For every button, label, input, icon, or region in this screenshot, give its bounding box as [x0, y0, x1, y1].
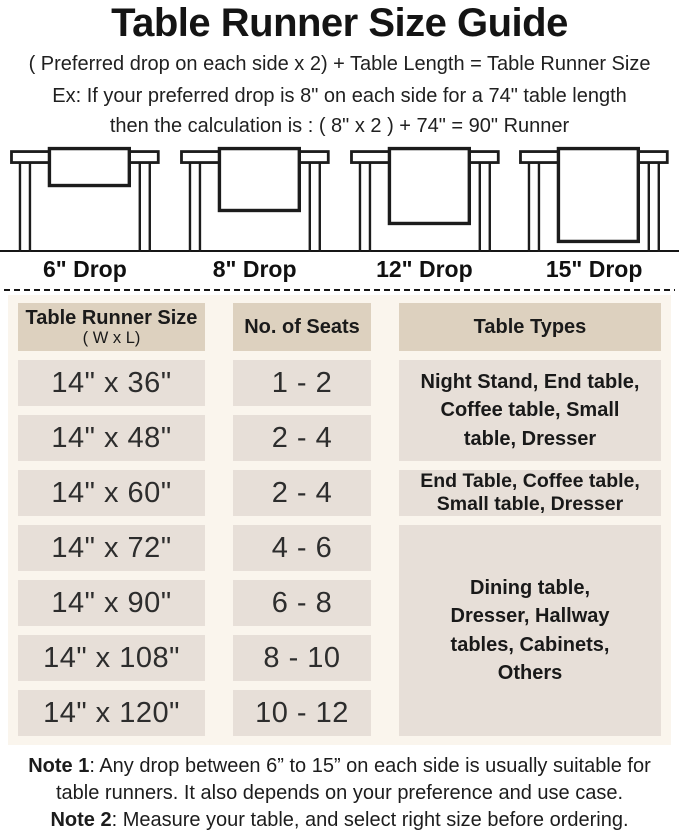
- table-types-cell: End Table, Coffee table, Small table, Dr…: [399, 470, 661, 516]
- dashed-divider: [4, 289, 675, 291]
- note-1-label: Note 1: [28, 755, 90, 777]
- table-legs: [528, 162, 661, 252]
- drop-label: 8" Drop: [212, 256, 297, 282]
- column-header-subtitle: ( W x L): [82, 328, 141, 347]
- runner-size-cell: 14" x 36": [18, 360, 205, 406]
- table-legs: [358, 162, 491, 252]
- seats-cell: 4 - 6: [233, 525, 371, 571]
- table-runner-drawing-icon: [349, 146, 500, 252]
- formula-text: ( Preferred drop on each side x 2) + Tab…: [28, 53, 651, 75]
- seats-cell: 8 - 10: [233, 635, 371, 681]
- table-drop-illustration: [170, 145, 340, 252]
- seats-cell: 6 - 8: [233, 580, 371, 626]
- table-runner-drawing-icon: [519, 146, 669, 252]
- note-2-text: : Measure your table, and select right s…: [111, 809, 629, 831]
- drop-label: 12" Drop: [376, 256, 473, 282]
- table-runner-drawing-icon: [179, 146, 330, 252]
- page-title: Table Runner Size Guide: [111, 1, 568, 45]
- runner-rect: [217, 146, 301, 213]
- column-header-title: No. of Seats: [244, 316, 360, 338]
- table-drop-illustration: [340, 145, 510, 252]
- runner-rect: [47, 146, 132, 188]
- drop-label: 15" Drop: [545, 256, 643, 282]
- seats-cell: 1 - 2: [233, 360, 371, 406]
- column-header-runner-size: Table Runner Size ( W x L): [18, 303, 205, 351]
- table-drop-illustration: [509, 145, 679, 252]
- column-header-table-types: Table Types: [399, 303, 661, 351]
- column-header-title: Table Types: [473, 316, 587, 338]
- note-2-label: Note 2: [50, 809, 112, 831]
- column-header-title: Table Runner Size: [25, 306, 198, 329]
- seats-cell: 2 - 4: [233, 470, 371, 516]
- drop-illustrations-row: [0, 145, 679, 252]
- runner-size-cell: 14" x 48": [18, 415, 205, 461]
- runner-size-cell: 14" x 108": [18, 635, 205, 681]
- footnotes: Note 1: Any drop between 6” to 15” on ea…: [0, 753, 679, 834]
- seats-cell: 2 - 4: [233, 415, 371, 461]
- note-1-text: : Any drop between 6” to 15” on each sid…: [55, 755, 651, 804]
- size-guide-table: Table Runner Size ( W x L) No. of Seats …: [8, 295, 671, 745]
- note-1: Note 1: Any drop between 6” to 15” on ea…: [0, 753, 679, 807]
- runner-rect: [556, 146, 641, 244]
- table-drop-illustration: [0, 145, 170, 252]
- table-types-cell: Night Stand, End table, Coffee table, Sm…: [399, 360, 661, 461]
- example-line-2: then the calculation is : ( 8" x 2 ) + 7…: [109, 115, 570, 137]
- table-legs: [188, 162, 321, 252]
- table-types-cell: Dining table, Dresser, Hallway tables, C…: [399, 525, 661, 736]
- column-header-seats: No. of Seats: [233, 303, 371, 351]
- table-runner-drawing-icon: [10, 146, 160, 252]
- runner-size-cell: 14" x 60": [18, 470, 205, 516]
- runner-size-cell: 14" x 72": [18, 525, 205, 571]
- seats-cell: 10 - 12: [233, 690, 371, 736]
- runner-rect: [387, 146, 471, 226]
- note-2: Note 2: Measure your table, and select r…: [0, 807, 679, 834]
- drop-labels-row: 6" Drop 8" Drop 12" Drop 15" Drop: [0, 252, 679, 288]
- drop-label: 6" Drop: [43, 256, 127, 282]
- example-line-1: Ex: If your preferred drop is 8" on each…: [52, 85, 627, 107]
- runner-size-cell: 14" x 120": [18, 690, 205, 736]
- table-legs: [18, 162, 151, 252]
- runner-size-cell: 14" x 90": [18, 580, 205, 626]
